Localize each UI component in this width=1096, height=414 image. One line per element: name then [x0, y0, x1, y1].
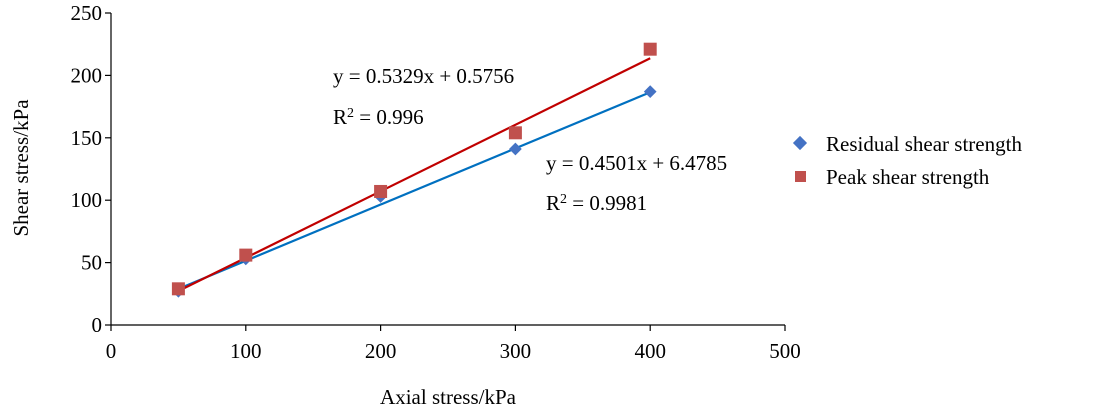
x-tick-label: 100 — [230, 339, 262, 363]
residual-data-point — [509, 142, 522, 156]
peak-data-point — [643, 42, 657, 56]
legend-marker-peak — [795, 171, 806, 182]
x-axis-ticks: 0 100 200 300 400 500 — [106, 325, 801, 363]
x-tick-label: 0 — [106, 339, 117, 363]
y-tick-label: 100 — [71, 188, 103, 212]
legend-marker-residual — [792, 135, 808, 151]
legend-label-peak: Peak shear strength — [826, 165, 990, 189]
legend: Residual shear strength Peak shear stren… — [792, 132, 1022, 189]
x-tick-label: 200 — [365, 339, 397, 363]
x-tick-label: 500 — [769, 339, 801, 363]
peak-data-point — [508, 126, 522, 140]
peak-trendline — [177, 57, 651, 293]
y-tick-label: 250 — [71, 1, 103, 25]
peak-equation-label: y = 0.5329x + 0.5756 — [333, 64, 514, 88]
legend-label-residual: Residual shear strength — [826, 132, 1022, 156]
x-tick-label: 400 — [634, 339, 666, 363]
x-axis-title: Axial stress/kPa — [380, 385, 517, 409]
trendlines — [177, 57, 651, 293]
peak-data-point — [239, 248, 253, 262]
y-axis-ticks: 0 50 100 150 200 250 — [71, 1, 111, 337]
peak-data-point — [171, 282, 185, 296]
residual-equation-label: y = 0.4501x + 6.4785 — [546, 151, 727, 175]
residual-data-point — [643, 85, 657, 98]
peak-data-point — [374, 184, 388, 198]
y-tick-label: 150 — [71, 126, 103, 150]
peak-r2-label: R2 = 0.996 — [333, 105, 424, 129]
y-axis-title: Shear stress/kPa — [9, 99, 33, 237]
residual-r2-label: R2 = 0.9981 — [546, 191, 647, 215]
y-tick-label: 0 — [92, 313, 103, 337]
x-tick-label: 300 — [500, 339, 532, 363]
y-tick-label: 50 — [81, 251, 102, 275]
y-tick-label: 200 — [71, 63, 103, 87]
residual-trendline — [177, 91, 651, 290]
